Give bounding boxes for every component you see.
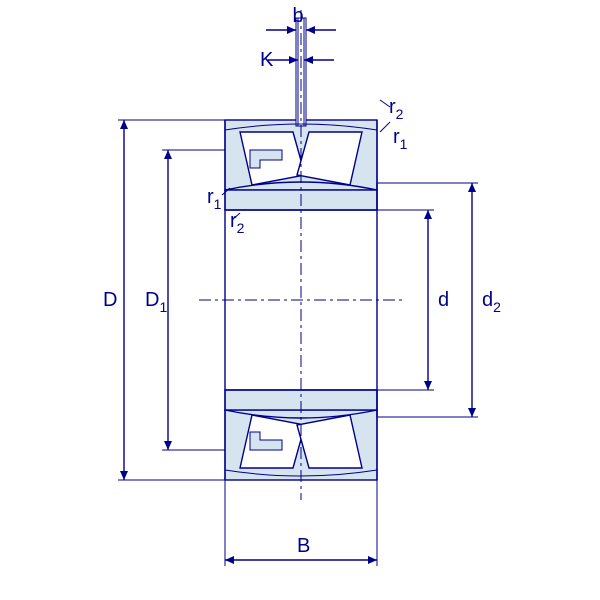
svg-text:K: K	[260, 49, 274, 71]
svg-text:B: B	[297, 535, 310, 557]
svg-text:r2: r2	[389, 96, 404, 122]
svg-text:r1: r1	[393, 126, 408, 152]
svg-text:D: D	[103, 289, 117, 311]
svg-text:d: d	[438, 289, 449, 311]
svg-text:D1: D1	[145, 289, 167, 315]
svg-text:d2: d2	[482, 289, 501, 315]
svg-text:r1: r1	[207, 186, 222, 212]
svg-text:b: b	[292, 5, 303, 27]
